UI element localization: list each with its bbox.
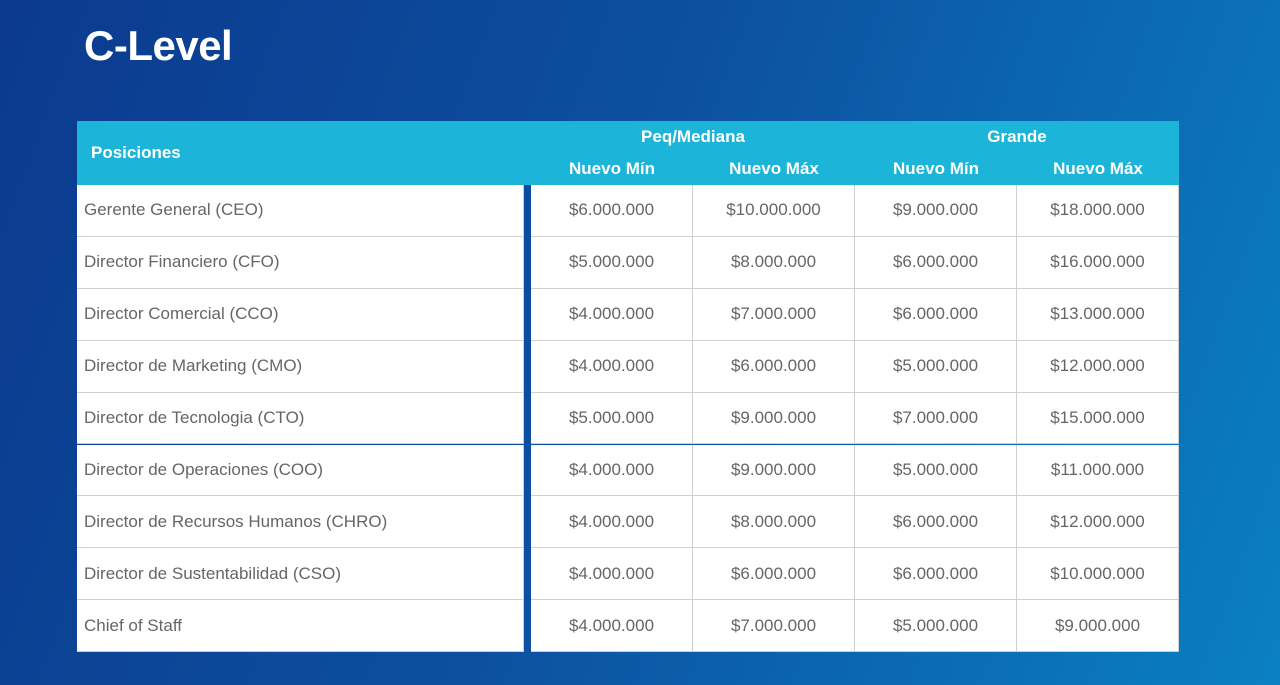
salary-cell: $8.000.000 bbox=[693, 496, 855, 549]
salary-cell: $4.000.000 bbox=[531, 340, 693, 393]
salary-cell: $5.000.000 bbox=[855, 340, 1017, 393]
salary-cell: $5.000.000 bbox=[855, 600, 1017, 653]
salary-cell: $11.000.000 bbox=[1017, 444, 1179, 497]
header-group: Grande bbox=[855, 121, 1179, 153]
salary-cell: $4.000.000 bbox=[531, 444, 693, 497]
position-cell: Director de Tecnologia (CTO) bbox=[77, 392, 524, 445]
position-cell: Director Comercial (CCO) bbox=[77, 288, 524, 341]
salary-cell: $9.000.000 bbox=[693, 444, 855, 497]
salary-cell: $7.000.000 bbox=[855, 392, 1017, 445]
position-cell: Gerente General (CEO) bbox=[77, 185, 524, 237]
salary-cell: $8.000.000 bbox=[693, 236, 855, 289]
header-group: Peq/Mediana bbox=[531, 121, 855, 153]
salary-cell: $6.000.000 bbox=[531, 185, 693, 237]
header-column: Nuevo Máx bbox=[1017, 153, 1179, 185]
position-cell: Chief of Staff bbox=[77, 600, 524, 653]
salary-cell: $6.000.000 bbox=[693, 340, 855, 393]
salary-cell: $6.000.000 bbox=[855, 236, 1017, 289]
salary-cell: $4.000.000 bbox=[531, 288, 693, 341]
salary-cell: $9.000.000 bbox=[1017, 600, 1179, 653]
position-cell: Director de Marketing (CMO) bbox=[77, 340, 524, 393]
salary-cell: $4.000.000 bbox=[531, 548, 693, 601]
header-positions: Posiciones bbox=[77, 121, 524, 185]
position-cell: Director de Recursos Humanos (CHRO) bbox=[77, 496, 524, 549]
salary-cell: $4.000.000 bbox=[531, 600, 693, 653]
salary-cell: $16.000.000 bbox=[1017, 236, 1179, 289]
salary-cell: $5.000.000 bbox=[855, 444, 1017, 497]
salary-cell: $12.000.000 bbox=[1017, 496, 1179, 549]
salary-cell: $7.000.000 bbox=[693, 288, 855, 341]
salary-cell: $9.000.000 bbox=[693, 392, 855, 445]
header-column: Nuevo Máx bbox=[693, 153, 855, 185]
header-column: Nuevo Mín bbox=[855, 153, 1017, 185]
salary-cell: $4.000.000 bbox=[531, 496, 693, 549]
header-column: Nuevo Mín bbox=[531, 153, 693, 185]
salary-cell: $6.000.000 bbox=[855, 548, 1017, 601]
position-cell: Director de Operaciones (COO) bbox=[77, 444, 524, 497]
salary-cell: $6.000.000 bbox=[693, 548, 855, 601]
page-title: C-Level bbox=[84, 22, 233, 69]
salary-cell: $10.000.000 bbox=[1017, 548, 1179, 601]
salary-cell: $6.000.000 bbox=[855, 496, 1017, 549]
salary-cell: $13.000.000 bbox=[1017, 288, 1179, 341]
salary-cell: $15.000.000 bbox=[1017, 392, 1179, 445]
salary-cell: $18.000.000 bbox=[1017, 185, 1179, 237]
salary-cell: $5.000.000 bbox=[531, 236, 693, 289]
salary-cell: $5.000.000 bbox=[531, 392, 693, 445]
position-cell: Director de Sustentabilidad (CSO) bbox=[77, 548, 524, 601]
salary-cell: $6.000.000 bbox=[855, 288, 1017, 341]
salary-cell: $7.000.000 bbox=[693, 600, 855, 653]
salary-cell: $9.000.000 bbox=[855, 185, 1017, 237]
position-cell: Director Financiero (CFO) bbox=[77, 236, 524, 289]
salary-cell: $10.000.000 bbox=[693, 185, 855, 237]
salary-cell: $12.000.000 bbox=[1017, 340, 1179, 393]
